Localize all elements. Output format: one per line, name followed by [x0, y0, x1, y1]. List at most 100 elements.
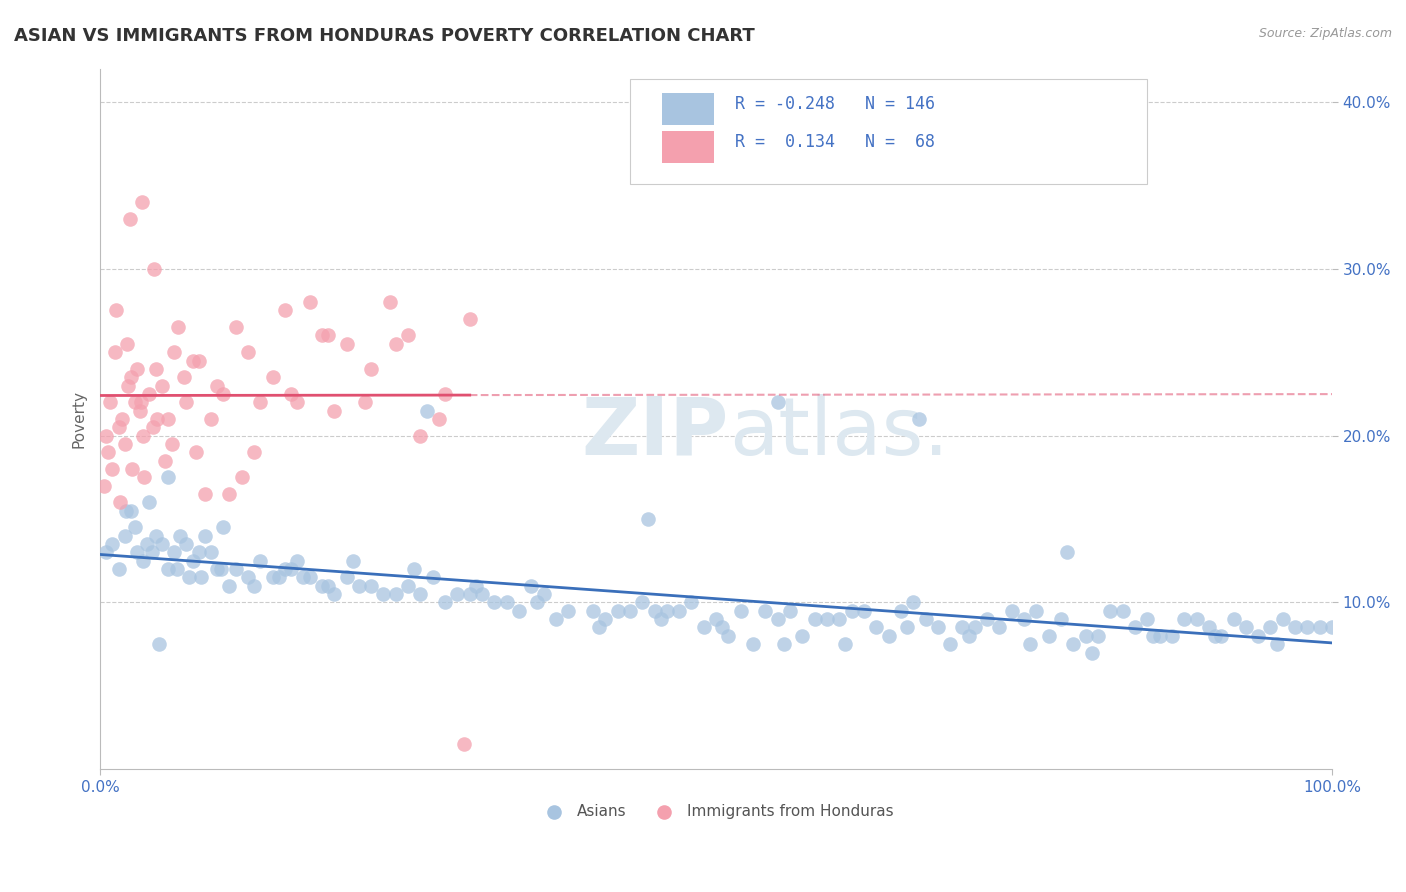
FancyBboxPatch shape: [630, 79, 1147, 184]
Point: [218, 579, 240, 593]
Point: [124, 520, 146, 534]
Point: [434, 387, 457, 401]
Point: [205, 562, 228, 576]
Point: [730, 604, 752, 618]
Point: [98, 395, 121, 409]
Legend: Asians, Immigrants from Honduras: Asians, Immigrants from Honduras: [533, 797, 900, 825]
Point: [631, 595, 654, 609]
Point: [114, 529, 136, 543]
Point: [156, 412, 179, 426]
Point: [544, 612, 567, 626]
Point: [138, 495, 160, 509]
Point: [1081, 646, 1104, 660]
Point: [520, 579, 543, 593]
Point: [166, 562, 188, 576]
Point: [323, 587, 346, 601]
Point: [121, 462, 143, 476]
Point: [896, 620, 918, 634]
Point: [93, 478, 115, 492]
Point: [163, 345, 186, 359]
Point: [156, 562, 179, 576]
Point: [1296, 620, 1319, 634]
Point: [176, 537, 198, 551]
Point: [415, 403, 437, 417]
Point: [107, 562, 129, 576]
Point: [766, 612, 789, 626]
Point: [1260, 620, 1282, 634]
Point: [903, 595, 925, 609]
Point: [181, 353, 204, 368]
Point: [1074, 629, 1097, 643]
Point: [890, 604, 912, 618]
Point: [1222, 612, 1244, 626]
Point: [146, 412, 169, 426]
Point: [145, 529, 167, 543]
Point: [1056, 545, 1078, 559]
Text: ZIP: ZIP: [581, 394, 728, 472]
Point: [131, 194, 153, 209]
Point: [243, 579, 266, 593]
Point: [181, 554, 204, 568]
Point: [285, 554, 308, 568]
Point: [927, 620, 949, 634]
Point: [1001, 604, 1024, 618]
Point: [1136, 612, 1159, 626]
Point: [1271, 612, 1294, 626]
Point: [742, 637, 765, 651]
Point: [1062, 637, 1084, 651]
Point: [557, 604, 579, 618]
Point: [1198, 620, 1220, 634]
Text: R =  0.134   N =  68: R = 0.134 N = 68: [734, 133, 935, 151]
Point: [160, 437, 183, 451]
Point: [378, 295, 401, 310]
Point: [169, 529, 191, 543]
Point: [1087, 629, 1109, 643]
Point: [619, 604, 641, 618]
Point: [495, 595, 517, 609]
Point: [1320, 620, 1343, 634]
Point: [243, 445, 266, 459]
Point: [354, 395, 377, 409]
Point: [464, 579, 486, 593]
Y-axis label: Poverty: Poverty: [72, 390, 86, 448]
Point: [773, 637, 796, 651]
Point: [508, 604, 530, 618]
Point: [1265, 637, 1288, 651]
Point: [434, 595, 457, 609]
Point: [681, 595, 703, 609]
Point: [396, 328, 419, 343]
Point: [311, 579, 333, 593]
Point: [142, 420, 165, 434]
Point: [1211, 629, 1233, 643]
Point: [717, 629, 740, 643]
Point: [236, 570, 259, 584]
Point: [1204, 629, 1226, 643]
Point: [593, 612, 616, 626]
Point: [1247, 629, 1270, 643]
Point: [163, 545, 186, 559]
Text: atlas.: atlas.: [730, 394, 949, 472]
Point: [588, 620, 610, 634]
Point: [704, 612, 727, 626]
FancyBboxPatch shape: [662, 131, 714, 163]
Point: [249, 554, 271, 568]
Point: [96, 445, 118, 459]
Point: [404, 562, 426, 576]
Point: [841, 604, 863, 618]
Point: [335, 570, 357, 584]
Point: [1185, 612, 1208, 626]
Point: [225, 320, 247, 334]
Point: [865, 620, 887, 634]
Point: [249, 395, 271, 409]
Point: [298, 570, 321, 584]
Point: [606, 604, 628, 618]
Point: [815, 612, 838, 626]
Point: [138, 387, 160, 401]
Point: [148, 637, 170, 651]
Point: [963, 620, 986, 634]
Point: [194, 529, 217, 543]
Point: [236, 345, 259, 359]
Point: [212, 520, 235, 534]
Point: [668, 604, 690, 618]
Point: [129, 395, 152, 409]
